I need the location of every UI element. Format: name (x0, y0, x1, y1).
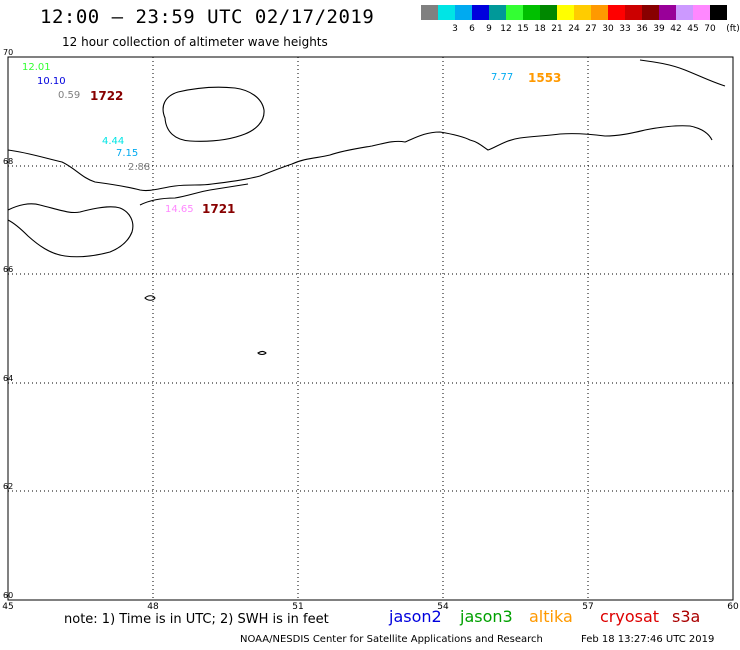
coastline (7, 59, 726, 356)
legend-swatch (591, 5, 608, 20)
legend-label: 45 (687, 24, 699, 34)
legend-swatch (489, 5, 506, 20)
longitude-tick-label: 48 (147, 602, 159, 612)
swh-label: 4.44 (102, 136, 125, 147)
legend-label: 6 (469, 24, 475, 34)
latitude-tick-label: 64 (3, 374, 13, 383)
satellite-altika: altika (529, 607, 573, 626)
longitude-tick-label: 45 (2, 602, 13, 612)
legend-swatch (472, 5, 489, 20)
latitude-tick-label: 62 (3, 482, 13, 491)
credit-line: NOAA/NESDIS Center for Satellite Applica… (240, 634, 543, 645)
pass-time-label: 1553 (528, 71, 562, 85)
legend-label: 70 (704, 24, 716, 34)
legend-swatch (557, 5, 574, 20)
coastline-upper-east (639, 59, 726, 87)
longitude-tick-label: 57 (582, 602, 593, 612)
legend-label: 36 (636, 24, 648, 34)
legend-swatch (659, 5, 676, 20)
longitude-tick-label: 54 (437, 602, 449, 612)
map-gridlines (8, 57, 733, 600)
swh-label: 10.10 (37, 76, 66, 87)
legend-label: 18 (534, 24, 546, 34)
legend-label: 15 (517, 24, 529, 34)
island-small-2 (257, 350, 267, 356)
pass-time-label: 1722 (90, 89, 124, 103)
island-kolguev (162, 86, 265, 142)
legend-swatch (608, 5, 625, 20)
legend-swatch (540, 5, 557, 20)
satellite-cryosat: cryosat (600, 607, 660, 626)
legend-label: 9 (486, 24, 492, 34)
latitude-tick-label: 66 (3, 265, 13, 274)
legend-swatch (642, 5, 659, 20)
longitude-tick-label: 60 (727, 602, 739, 612)
swh-label: 7.77 (491, 72, 514, 83)
legend-swatch (693, 5, 710, 20)
satellite-jason3: jason3 (460, 607, 513, 626)
coastline-bay (7, 203, 134, 258)
legend-label: 42 (670, 24, 682, 34)
legend-swatch (710, 5, 727, 20)
swh-label: 12.01 (22, 62, 51, 73)
legend-label: 24 (568, 24, 580, 34)
latitude-tick-label: 70 (3, 48, 13, 57)
swh-label: 2.88 (128, 162, 151, 173)
legend-swatch (455, 5, 472, 20)
swh-label: 14.65 (165, 204, 194, 215)
legend-label: 39 (653, 24, 665, 34)
legend-label: 21 (551, 24, 563, 34)
coastline-cape (139, 183, 249, 206)
legend-swatch (523, 5, 540, 20)
pass-time-label: 1721 (202, 202, 236, 216)
legend-swatch (438, 5, 455, 20)
satellite-jason2: jason2 (389, 607, 442, 626)
legend-label: 12 (500, 24, 512, 34)
legend-unit: (ft) (726, 24, 740, 34)
swh-label: 0.59 (58, 90, 81, 101)
latitude-tick-label: 60 (3, 591, 13, 600)
map-frame (7, 56, 734, 601)
swh-label: 7.15 (116, 148, 139, 159)
wave-height-legend: 3 6 9 12 15 18 21 24 27 30 33 36 39 42 45 70 (ft) (421, 5, 740, 35)
credit-timestamp: Feb 18 13:27:46 UTC 2019 (581, 634, 715, 645)
legend-swatch (421, 5, 438, 20)
coastline-main (7, 125, 713, 192)
page-subtitle: 12 hour collection of altimeter wave hei… (62, 35, 328, 49)
legend-label: 33 (619, 24, 631, 34)
legend-label: 27 (585, 24, 597, 34)
legend-label: 3 (452, 24, 458, 34)
page-title: 12:00 – 23:59 UTC 02/17/2019 (40, 6, 375, 28)
legend-swatch (574, 5, 591, 20)
satellite-s3a: s3a (672, 607, 701, 626)
legend-swatch (625, 5, 642, 20)
legend-swatch (676, 5, 693, 20)
island-small-1 (144, 295, 156, 301)
latitude-tick-label: 68 (3, 157, 13, 166)
footer-note: note: 1) Time is in UTC; 2) SWH is in fe… (64, 612, 329, 627)
legend-label: 30 (602, 24, 614, 34)
longitude-tick-label: 51 (292, 602, 303, 612)
legend-swatch (506, 5, 523, 20)
